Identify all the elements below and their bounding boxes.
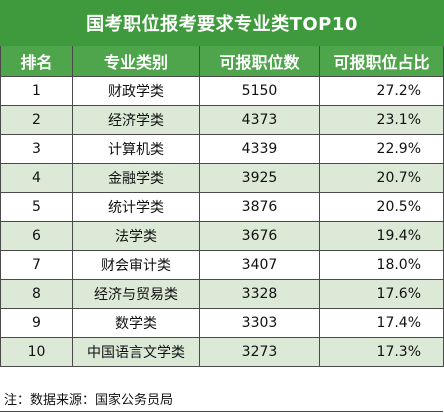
count-cell: 3876 — [199, 192, 320, 222]
pct-cell: 17.6% — [318, 279, 444, 309]
count-cell: 3676 — [199, 221, 320, 251]
rank-cell: 7 — [0, 250, 73, 280]
rank-cell: 4 — [0, 163, 73, 193]
pct-cell: 27.2% — [318, 76, 444, 106]
count-cell: 3407 — [199, 250, 320, 280]
pct-cell: 22.9% — [318, 134, 444, 164]
table-row: 10 中国语言文学类 3273 17.3% — [0, 337, 444, 367]
table-row: 6 法学类 3676 19.4% — [0, 221, 444, 251]
header-row: 排名 专业类别 可报职位数 可报职位占比 — [0, 45, 444, 77]
rank-cell: 10 — [0, 337, 73, 367]
source-note: 注：数据来源：国家公务员局 — [4, 393, 174, 408]
count-cell: 3328 — [199, 279, 320, 309]
column-header-rank: 排名 — [0, 45, 73, 77]
table-row: 8 经济与贸易类 3328 17.6% — [0, 279, 444, 309]
major-cell: 计算机类 — [72, 134, 200, 164]
table-row: 5 统计学类 3876 20.5% — [0, 192, 444, 222]
major-cell: 经济与贸易类 — [72, 279, 200, 309]
bottom-border — [0, 411, 443, 412]
table-row: 3 计算机类 4339 22.9% — [0, 134, 444, 164]
table-row: 7 财会审计类 3407 18.0% — [0, 250, 444, 280]
rank-cell: 9 — [0, 308, 73, 338]
count-cell: 4339 — [199, 134, 320, 164]
rank-cell: 3 — [0, 134, 73, 164]
major-cell: 数学类 — [72, 308, 200, 338]
table-row: 1 财政学类 5150 27.2% — [0, 76, 444, 106]
pct-cell: 19.4% — [318, 221, 444, 251]
pct-cell: 20.5% — [318, 192, 444, 222]
major-cell: 财政学类 — [72, 76, 200, 106]
table-row: 4 金融学类 3925 20.7% — [0, 163, 444, 193]
count-cell: 3303 — [199, 308, 320, 338]
column-header-count: 可报职位数 — [199, 45, 320, 77]
rank-cell: 1 — [0, 76, 73, 106]
rank-cell: 5 — [0, 192, 73, 222]
count-cell: 5150 — [199, 76, 320, 106]
ranking-table: 国考职位报考要求专业类TOP10 排名 专业类别 可报职位数 可报职位占比 1 … — [0, 0, 444, 367]
pct-cell: 23.1% — [318, 105, 444, 135]
major-cell: 金融学类 — [72, 163, 200, 193]
count-cell: 3925 — [199, 163, 320, 193]
count-cell: 4373 — [199, 105, 320, 135]
column-header-major: 专业类别 — [72, 45, 200, 77]
table-row: 9 数学类 3303 17.4% — [0, 308, 444, 338]
pct-cell: 17.4% — [318, 308, 444, 338]
pct-cell: 17.3% — [318, 337, 444, 367]
rank-cell: 8 — [0, 279, 73, 309]
count-cell: 3273 — [199, 337, 320, 367]
major-cell: 财会审计类 — [72, 250, 200, 280]
pct-cell: 18.0% — [318, 250, 444, 280]
major-cell: 统计学类 — [72, 192, 200, 222]
pct-cell: 20.7% — [318, 163, 444, 193]
table-title: 国考职位报考要求专业类TOP10 — [0, 0, 444, 46]
rank-cell: 6 — [0, 221, 73, 251]
column-header-pct: 可报职位占比 — [318, 45, 444, 77]
major-cell: 经济学类 — [72, 105, 200, 135]
rank-cell: 2 — [0, 105, 73, 135]
major-cell: 法学类 — [72, 221, 200, 251]
major-cell: 中国语言文学类 — [72, 337, 200, 367]
table-row: 2 经济学类 4373 23.1% — [0, 105, 444, 135]
